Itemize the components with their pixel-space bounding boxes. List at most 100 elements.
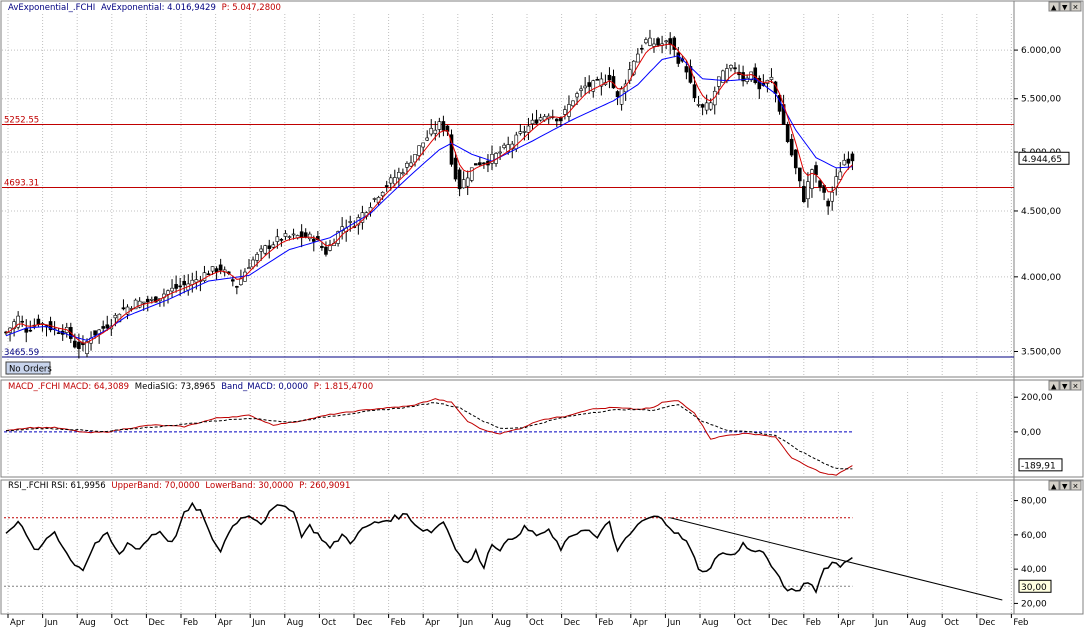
x-tick-label: Aug (910, 618, 927, 628)
macd-down-button[interactable] (1059, 380, 1071, 391)
rsi-up-button[interactable] (1048, 480, 1060, 491)
x-tick-label: Jun (251, 618, 265, 628)
macd-y-tick-label: 0,00 (1021, 428, 1041, 438)
macd-last-label: -189,91 (1021, 461, 1056, 471)
candle-body (644, 39, 648, 44)
candle-body (380, 191, 385, 197)
candle-body (571, 100, 575, 107)
no-orders-box[interactable] (5, 361, 51, 375)
candle-body (291, 233, 296, 236)
last-price-box (1018, 151, 1070, 165)
candle-body (473, 163, 478, 166)
candle-body (797, 167, 802, 182)
candle-body (150, 299, 154, 301)
candle-body (502, 144, 506, 148)
y-tick-label: 6.000,00 (1021, 46, 1061, 56)
macd-up-button[interactable] (1048, 380, 1060, 391)
candle-body (465, 177, 470, 187)
candle-body (178, 285, 182, 288)
price-header: AvExponential_.FCHI AvExponential: 4.016… (8, 3, 281, 13)
candle-body (307, 233, 312, 240)
candle-body (850, 153, 855, 162)
x-tick-label: Aug (287, 618, 304, 628)
candle-body (125, 306, 130, 315)
candle-body (429, 128, 434, 135)
y-tick-label: 5.500,00 (1021, 95, 1061, 105)
candle-body (579, 88, 583, 91)
rsi-y-tick-label: 80,00 (1021, 497, 1047, 507)
candle-body (733, 67, 737, 70)
rsi-y-tick-label: 20,00 (1021, 599, 1047, 609)
x-tick-label: Feb (391, 618, 406, 628)
candle-body (303, 232, 308, 238)
candle-body (348, 221, 353, 223)
candle-body (101, 326, 105, 329)
candle-body (141, 301, 146, 304)
price-close-button[interactable] (1070, 1, 1082, 12)
candle-body (320, 246, 324, 248)
price-header-1: AvExponential_.FCHI (8, 3, 95, 13)
candle-body (56, 332, 61, 334)
candle-body (814, 165, 818, 175)
no-orders-label: No Orders (9, 365, 52, 375)
candle-body (311, 238, 316, 242)
price-up-button[interactable] (1048, 1, 1060, 12)
candle-body (20, 320, 25, 323)
candle-body (421, 142, 425, 148)
candle-body (818, 180, 822, 188)
candle-body (741, 72, 745, 82)
candle-body (271, 244, 276, 248)
rsi-line (5, 501, 853, 594)
x-tick-label: Feb (806, 618, 821, 628)
candle-body (672, 37, 677, 50)
x-tick-label: Feb (1013, 618, 1028, 628)
candle-body (749, 71, 754, 81)
candle-body (664, 40, 668, 43)
candle-body (534, 119, 539, 124)
candle-body (113, 315, 118, 319)
candle-body (607, 74, 612, 81)
macd-y-tick-label: 200,00 (1021, 393, 1053, 403)
macd-header-2: MediaSIG: 73,8965 (135, 382, 216, 392)
rsi-header-4: P: 260,9091 (299, 481, 350, 491)
price-window-buttons: ▲ ▼ ✕ (1048, 1, 1082, 12)
candle-body (218, 264, 223, 271)
x-tick-label: Oct (321, 618, 336, 628)
x-tick-label: Oct (737, 618, 752, 628)
macd-close-button[interactable] (1070, 380, 1082, 391)
candle-body (785, 123, 790, 142)
macd-panel-frame (0, 379, 1084, 478)
candle-body (826, 200, 830, 207)
rsi-close-icon: ✕ (1073, 483, 1079, 491)
rsi-close-button[interactable] (1070, 480, 1082, 491)
x-tick-label: Oct (944, 618, 959, 628)
macd-up-icon: ▲ (1051, 383, 1057, 391)
candle-body (684, 66, 689, 73)
candle-body (259, 248, 263, 252)
candle-body (587, 82, 592, 87)
candle-body (206, 273, 211, 276)
rsi-last-label: 30,00 (1021, 583, 1047, 593)
rsi-last-box (1018, 579, 1052, 593)
rsi-down-icon: ▼ (1062, 483, 1068, 491)
candle-body (656, 38, 660, 46)
candle-body (842, 159, 847, 166)
macd-header-4: P: 1.815,4700 (314, 382, 373, 392)
price-up-icon: ▲ (1051, 4, 1057, 12)
macd-line-macd (5, 398, 853, 476)
candle-body (413, 154, 417, 163)
candle-body (433, 129, 438, 134)
x-tick-label: Oct (529, 618, 544, 628)
y-tick-label: 4.000,00 (1021, 273, 1061, 283)
candle-body (648, 37, 652, 46)
rsi-down-button[interactable] (1059, 480, 1071, 491)
candle-body (263, 245, 268, 254)
x-tick-label: Jun (666, 618, 680, 628)
candle-body (846, 158, 851, 164)
rsi-up-icon: ▲ (1051, 483, 1057, 491)
candle-body (595, 79, 600, 81)
price-down-icon: ▼ (1062, 4, 1068, 12)
rsi-y-tick-label: 40,00 (1021, 565, 1047, 575)
candle-body (692, 84, 697, 99)
price-down-button[interactable] (1059, 1, 1071, 12)
